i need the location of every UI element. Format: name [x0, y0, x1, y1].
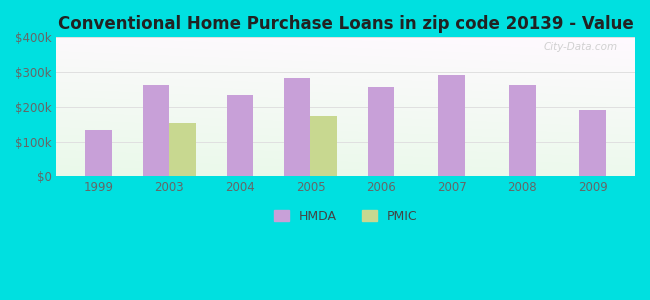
Bar	[311, 116, 337, 176]
Text: City-Data.com: City-Data.com	[543, 41, 618, 52]
Bar	[579, 110, 606, 176]
Bar	[226, 95, 254, 176]
Title: Conventional Home Purchase Loans in zip code 20139 - Value: Conventional Home Purchase Loans in zip …	[58, 15, 634, 33]
Bar	[438, 75, 465, 176]
Bar	[283, 78, 311, 176]
Legend: HMDA, PMIC: HMDA, PMIC	[274, 210, 417, 223]
Bar	[170, 123, 196, 176]
Bar	[142, 85, 170, 176]
Bar	[509, 85, 536, 176]
Bar	[368, 87, 395, 176]
Bar	[85, 130, 112, 176]
